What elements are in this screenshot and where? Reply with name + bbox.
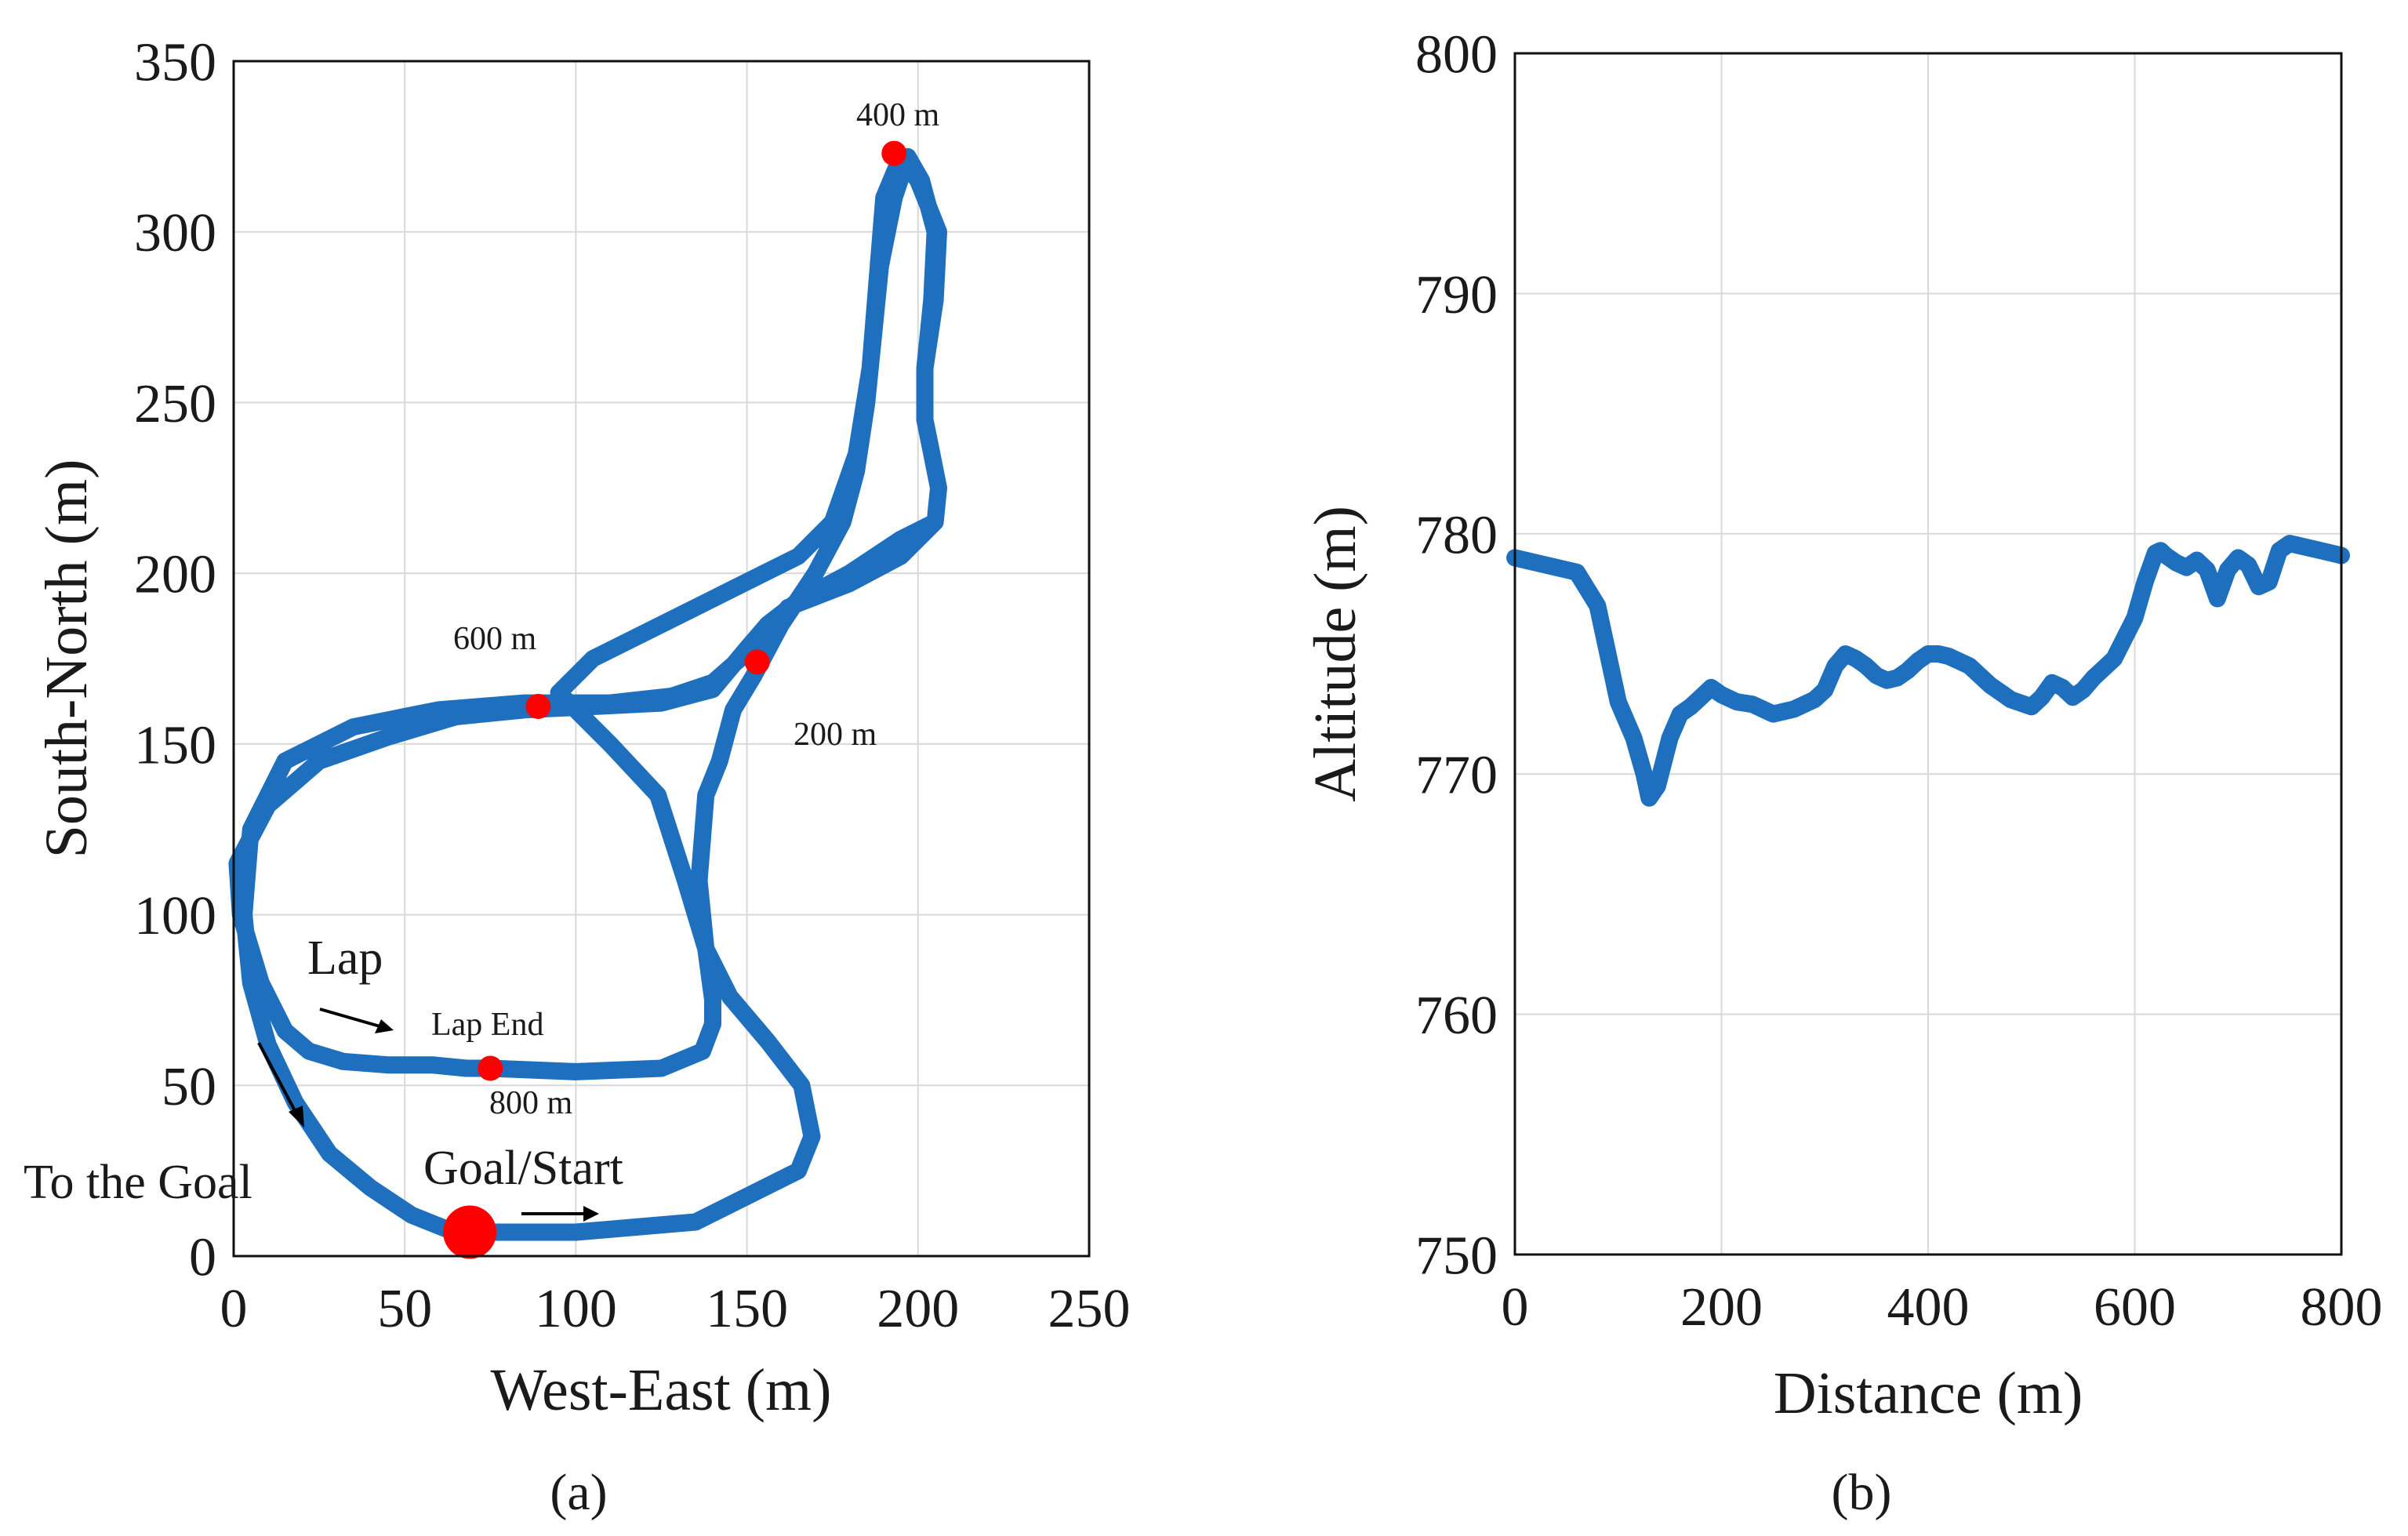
panel-b-x-axis-label: Distance (m) [1774,1360,2083,1426]
label-600m: 600 m [453,621,537,657]
panel-a-x-tick-label: 250 [1048,1279,1131,1339]
panel-a: 0 50 100 150 200 250 0 50 100 150 200 250 300 350 200… [24,33,1131,1522]
marker-200-m [744,649,770,675]
label-800m: 800 m [489,1085,573,1121]
panel-b-y-tick-label: 780 [1415,505,1498,565]
marker-800-m [478,1055,503,1081]
panel-a-y-tick-label: 200 [134,545,216,605]
panel-a-caption: (a) [550,1464,607,1521]
marker-400-m [881,140,907,166]
panel-a-x-tick-label: 0 [220,1279,248,1339]
panel-a-y-tick-label: 350 [134,33,216,93]
panel-a-y-tick-label: 50 [162,1057,216,1117]
label-400m: 400 m [856,97,940,133]
panel-a-y-tick-label: 300 [134,203,216,263]
panel-a-x-tick-label: 150 [706,1279,788,1339]
panel-b-x-tick-label: 400 [1887,1277,1970,1338]
marker-goal-start [443,1205,497,1259]
panel-a-plot [228,140,947,1259]
panel-a-tick-labels: 0 50 100 150 200 250 0 50 100 150 200 250 300 350 [134,33,1131,1340]
panel-b-x-tick-label: 600 [2094,1277,2176,1338]
panel-b-x-tick-label: 800 [2301,1277,2383,1338]
panel-b-plot [1506,535,2350,807]
panel-b-x-tick-label: 0 [1502,1277,1529,1338]
panel-b-y-axis-label: Altitude (m) [1302,506,1368,802]
start-arrow-icon [521,1206,599,1222]
panel-b-y-tick-label: 770 [1415,746,1498,806]
label-200m: 200 m [794,717,877,753]
panel-a-axes-box [232,60,1091,1258]
panel-a-y-tick-label: 250 [134,374,216,434]
track-line [228,147,947,1241]
label-lap: Lap [307,931,383,985]
lap-arrow-icon [319,1008,394,1033]
panel-a-x-tick-label: 50 [377,1279,432,1339]
to-goal-arrow-icon [257,1042,304,1127]
altitude-line [1506,535,2350,807]
panel-a-x-tick-label: 200 [877,1279,959,1339]
panel-a-y-axis-label: South-North (m) [34,459,100,859]
panel-a-y-tick-label: 150 [134,715,216,775]
label-lap-end: Lap End [431,1007,543,1043]
panel-b-tick-labels: 0 200 400 600 800 750 760 770 780 790 800 [1415,25,2383,1338]
panel-b-x-tick-label: 200 [1680,1277,1763,1338]
panel-b-y-tick-label: 790 [1415,265,1498,325]
panel-a-y-tick-label: 0 [189,1228,216,1288]
label-goal-start: Goal/Start [423,1142,623,1195]
marker-600-m [525,693,551,719]
panel-b-axes-box [1513,52,2343,1256]
panel-b-caption: (b) [1832,1464,1892,1521]
label-to-the-goal: To the Goal [24,1156,252,1209]
panel-b: 0 200 400 600 800 750 760 770 780 790 800 Distance… [1302,25,2383,1522]
panel-b-y-tick-label: 750 [1415,1226,1498,1287]
panel-b-y-tick-label: 760 [1415,986,1498,1046]
panel-a-x-tick-label: 100 [535,1279,617,1339]
panel-b-y-tick-label: 800 [1415,25,1498,85]
panel-a-x-axis-label: West-East (m) [491,1357,832,1423]
panel-a-y-tick-label: 100 [134,886,216,946]
